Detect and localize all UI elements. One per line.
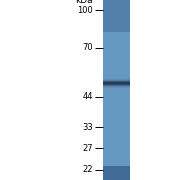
Text: 33: 33 — [82, 123, 93, 132]
Text: 27: 27 — [82, 144, 93, 153]
Text: 70: 70 — [82, 43, 93, 52]
Text: 100: 100 — [77, 6, 93, 15]
Text: kDa: kDa — [75, 0, 93, 5]
Text: 22: 22 — [82, 165, 93, 174]
Text: 44: 44 — [82, 92, 93, 101]
